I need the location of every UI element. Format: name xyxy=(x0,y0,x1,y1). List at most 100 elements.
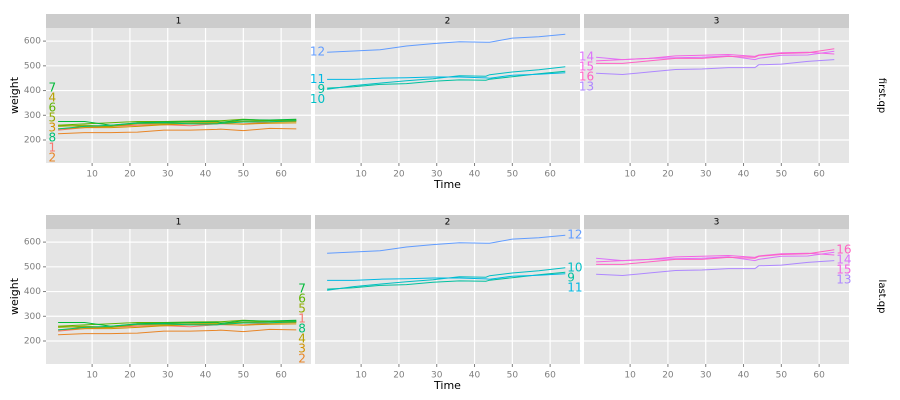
x-tick-label: 10 xyxy=(355,170,367,180)
direct-label: 1 xyxy=(298,312,306,326)
x-tick-label: 20 xyxy=(124,371,136,381)
x-tick-label: 20 xyxy=(393,170,405,180)
x-tick-label: 60 xyxy=(544,371,556,381)
line-series xyxy=(327,66,566,90)
direct-label: 11 xyxy=(310,72,325,86)
facet-strip xyxy=(584,215,849,229)
x-tick-label: 50 xyxy=(507,371,519,381)
facet-strip xyxy=(46,215,311,229)
panel-background xyxy=(584,229,849,364)
line-series xyxy=(58,127,297,135)
x-axis-label: Time xyxy=(433,178,461,191)
x-tick-label: 50 xyxy=(238,371,250,381)
direct-label: 8 xyxy=(298,322,306,336)
facet-strip xyxy=(46,14,311,28)
direct-label: 13 xyxy=(836,272,851,286)
y-tick-label: 400 xyxy=(24,287,41,297)
direct-label: 13 xyxy=(579,80,594,94)
x-tick-label: 10 xyxy=(624,170,636,180)
y-tick-label: 200 xyxy=(24,337,41,347)
y-axis-label: weight xyxy=(8,277,21,315)
direct-label: 9 xyxy=(317,82,325,96)
direct-label: 10 xyxy=(567,260,582,274)
x-tick-label: 10 xyxy=(86,170,98,180)
x-tick-label: 60 xyxy=(544,170,556,180)
x-tick-label: 20 xyxy=(662,170,674,180)
row-label: last.qp xyxy=(876,280,887,314)
x-tick-label: 50 xyxy=(776,371,788,381)
y-tick-label: 600 xyxy=(24,238,41,248)
facet-strip xyxy=(584,14,849,28)
line-series xyxy=(327,70,566,89)
direct-label: 15 xyxy=(579,60,594,74)
direct-label: 14 xyxy=(836,252,851,266)
x-tick-label: 60 xyxy=(275,371,287,381)
x-axis-label: Time xyxy=(433,379,461,392)
x-tick-label: 30 xyxy=(700,371,712,381)
direct-label: 1 xyxy=(48,141,56,155)
panel-background xyxy=(315,229,580,364)
direct-label: 16 xyxy=(579,70,594,84)
x-tick-label: 60 xyxy=(275,170,287,180)
direct-label: 7 xyxy=(298,282,306,296)
line-series xyxy=(58,120,297,130)
direct-label: 6 xyxy=(48,101,56,115)
line-series xyxy=(327,273,566,281)
x-tick-label: 40 xyxy=(738,371,750,381)
direct-label: 11 xyxy=(567,280,582,294)
facet-label: 3 xyxy=(714,17,720,27)
direct-label: 15 xyxy=(836,262,851,276)
line-series xyxy=(596,48,835,64)
x-tick-label: 30 xyxy=(700,170,712,180)
x-tick-label: 40 xyxy=(469,170,481,180)
panel-background xyxy=(315,28,580,163)
direct-label: 10 xyxy=(310,92,325,106)
line-series xyxy=(58,319,297,327)
facet-label: 2 xyxy=(445,17,451,27)
x-tick-label: 30 xyxy=(162,371,174,381)
panel-background xyxy=(46,229,311,364)
line-series xyxy=(58,118,297,126)
line-series xyxy=(327,72,566,80)
panel-background xyxy=(584,28,849,163)
direct-label: 2 xyxy=(48,151,56,165)
facet-label: 1 xyxy=(176,218,182,228)
line-series xyxy=(596,59,835,76)
direct-label: 2 xyxy=(298,352,306,366)
direct-label: 14 xyxy=(579,50,594,64)
panel-background xyxy=(46,28,311,163)
row-strip xyxy=(866,28,867,29)
facet-strip xyxy=(315,215,580,229)
direct-label: 8 xyxy=(48,131,56,145)
direct-label: 7 xyxy=(48,81,56,95)
x-tick-label: 60 xyxy=(813,371,825,381)
direct-label: 16 xyxy=(836,242,851,256)
y-tick-label: 300 xyxy=(24,111,41,121)
x-tick-label: 50 xyxy=(776,170,788,180)
facet-label: 2 xyxy=(445,218,451,228)
direct-label: 4 xyxy=(298,332,306,346)
line-series xyxy=(327,33,566,53)
y-tick-label: 600 xyxy=(24,37,41,47)
y-tick-label: 500 xyxy=(24,262,41,272)
x-tick-label: 40 xyxy=(469,371,481,381)
row-label: first.qp xyxy=(876,78,887,113)
x-tick-label: 10 xyxy=(624,371,636,381)
direct-label: 12 xyxy=(567,228,582,242)
x-tick-label: 20 xyxy=(124,170,136,180)
y-tick-label: 500 xyxy=(24,61,41,71)
x-tick-label: 20 xyxy=(662,371,674,381)
direct-label: 5 xyxy=(298,302,306,316)
x-tick-label: 10 xyxy=(86,371,98,381)
facet-strip xyxy=(315,14,580,28)
y-tick-label: 200 xyxy=(24,136,41,146)
line-series xyxy=(327,267,566,291)
line-series xyxy=(58,321,297,331)
x-tick-label: 30 xyxy=(162,170,174,180)
x-tick-label: 60 xyxy=(813,170,825,180)
direct-label: 3 xyxy=(298,342,306,356)
row-strip xyxy=(866,229,867,230)
line-series xyxy=(327,234,566,254)
direct-label: 3 xyxy=(48,121,56,135)
